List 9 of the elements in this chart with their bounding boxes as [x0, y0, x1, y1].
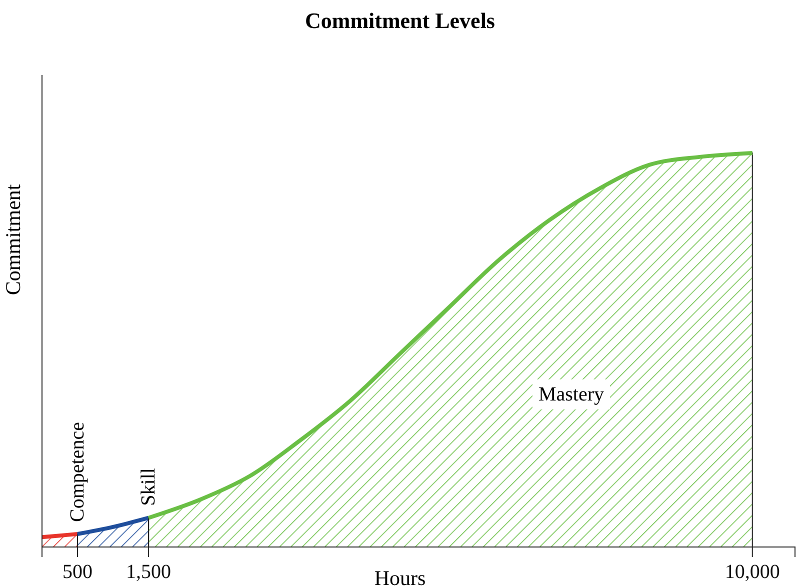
x-tick-label: 500	[62, 561, 93, 583]
x-tick-label: 10,000	[724, 561, 780, 583]
x-axis-title: Hours	[374, 566, 426, 588]
y-axis-title: Commitment	[1, 184, 25, 296]
chart-title: Commitment Levels	[304, 8, 496, 33]
annotation: Mastery	[538, 383, 604, 406]
x-tick-label: 1,500	[126, 561, 172, 583]
annotation: Skill	[138, 468, 160, 506]
annotation: Competence	[66, 422, 89, 522]
